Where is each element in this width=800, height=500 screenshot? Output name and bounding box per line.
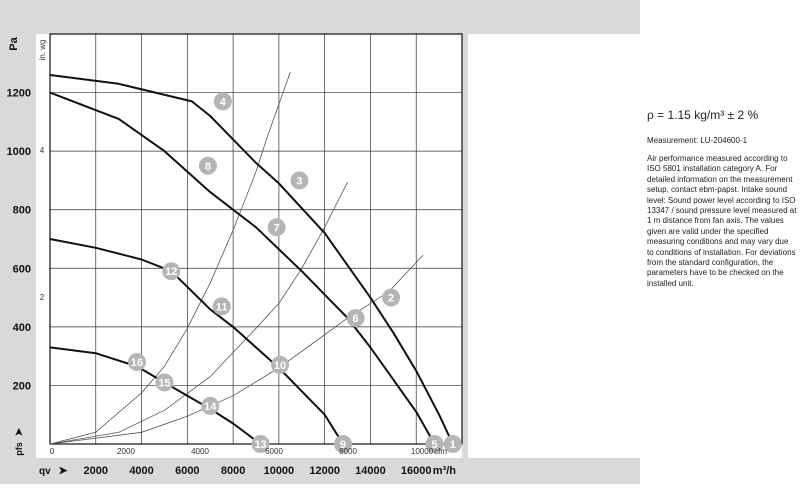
info-panel: ρ = 1.15 kg/m³ ± 2 % Measurement: LU-204… [647, 108, 797, 289]
operating-point-label: 11 [216, 301, 228, 313]
operating-point-label: 8 [205, 161, 211, 173]
y-tick-label: 800 [13, 205, 31, 217]
operating-point-label: 4 [220, 96, 227, 108]
operating-point-marker [425, 435, 444, 453]
x-tick-label: 12000 [309, 465, 340, 477]
fan-curve [49, 91, 436, 445]
y-row-prefix: pfs [14, 442, 24, 456]
operating-point-label: 13 [254, 439, 266, 451]
axis-frame-top [0, 0, 640, 34]
y-tick-label: 1200 [7, 88, 31, 100]
operating-point-label: 10 [274, 360, 286, 372]
fan-curve [49, 74, 454, 445]
y-tick-label: 1000 [7, 146, 31, 158]
grid [49, 33, 463, 445]
operating-point-label: 14 [204, 401, 217, 413]
fan-curves [49, 74, 454, 445]
operating-point-marker [162, 262, 181, 281]
operating-point-label: 7 [274, 222, 280, 234]
operating-point-marker [443, 435, 462, 453]
measurement-id: Measurement: LU-204600-1 [647, 136, 748, 145]
axis-frame-bottom [0, 458, 640, 484]
operating-point-marker [251, 435, 270, 453]
system-line [49, 71, 291, 445]
x-tick-label: 14000 [355, 465, 386, 477]
operating-point-marker [127, 353, 146, 371]
operating-point-marker [198, 156, 217, 175]
operating-point-label: 1 [450, 439, 456, 451]
operating-point-marker [155, 373, 174, 392]
plot-area [50, 34, 462, 444]
operating-point-marker [271, 355, 290, 374]
axis-frame-left [0, 0, 36, 484]
x-tick-label: 16000 [401, 465, 432, 477]
operating-point-label: 16 [131, 357, 143, 369]
operating-point-label: 5 [431, 439, 437, 451]
x2-tick-label: 4000 [191, 447, 209, 456]
x-row-arrow: ➤ [58, 465, 68, 477]
operating-point-marker [267, 218, 286, 237]
x2-tick-label: 2000 [117, 447, 135, 456]
operating-point-label: 9 [340, 439, 346, 451]
operating-point-label: 3 [296, 175, 302, 187]
operating-point-marker [212, 297, 231, 316]
air-density-note: ρ = 1.15 kg/m³ ± 2 % [647, 108, 759, 122]
x2-tick-label: 8000 [339, 447, 357, 456]
x2-tick-label: 6000 [265, 447, 283, 456]
x2-tick-label: 0 [50, 447, 55, 456]
x-tick-label: 2000 [84, 465, 108, 477]
y-tick-label: 600 [13, 263, 31, 275]
axis-frame-right [462, 0, 468, 484]
operating-point-marker [382, 288, 401, 307]
x-tick-label: 8000 [221, 465, 245, 477]
x-tick-label: 10000 [264, 465, 295, 477]
y-row-arrow: ➤ [14, 427, 25, 436]
system-line [49, 181, 348, 445]
y-tick-label: 200 [13, 380, 31, 392]
operating-point-marker [201, 396, 220, 415]
measurement-description: Air performance measured according to IS… [647, 154, 797, 288]
operating-point-label: 12 [165, 266, 177, 278]
x-tick-label: 6000 [175, 465, 199, 477]
y2-axis-title: in. wg [38, 40, 47, 61]
operating-point-marker [333, 435, 352, 453]
fan-curve [49, 346, 262, 445]
operating-point-marker [290, 171, 309, 190]
x2-axis-title: cfm [434, 447, 447, 456]
x-row-prefix: qv [39, 466, 51, 477]
operating-point-label: 6 [353, 313, 359, 325]
y-tick-label: 400 [13, 322, 31, 334]
x-axis-title: m³/h [433, 465, 457, 477]
operating-point-label: 15 [158, 378, 170, 390]
x2-tick-label: 10000 [411, 447, 434, 456]
operating-point-marker [346, 309, 365, 328]
operating-point-label: 2 [388, 293, 394, 305]
y-axis-title: Pa [8, 36, 20, 50]
operating-point-marker [213, 92, 232, 111]
x-tick-label: 4000 [129, 465, 153, 477]
y2-tick-label: 4 [40, 146, 45, 155]
y2-tick-label: 2 [40, 293, 45, 302]
fan-curve [49, 238, 344, 445]
